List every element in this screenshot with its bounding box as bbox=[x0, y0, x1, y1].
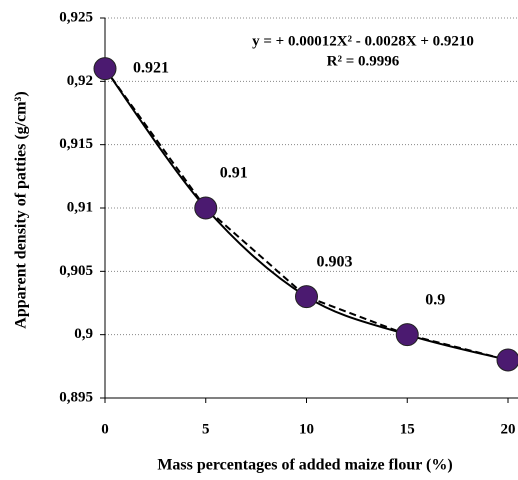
data-point bbox=[194, 196, 218, 220]
r-squared: R² = 0.9996 bbox=[327, 53, 400, 69]
y-tick-label: 0,92 bbox=[67, 73, 93, 89]
x-tick-label: 0 bbox=[101, 421, 109, 437]
x-tick-label: 5 bbox=[202, 421, 210, 437]
y-tick-label: 0,895 bbox=[59, 389, 93, 405]
data-line bbox=[104, 68, 509, 361]
x-tick-label: 20 bbox=[501, 421, 516, 437]
data-label: 0.921 bbox=[133, 59, 169, 76]
data-label: 0.903 bbox=[317, 253, 353, 270]
data-point bbox=[93, 57, 117, 81]
trend-line bbox=[104, 68, 509, 361]
data-point bbox=[395, 323, 419, 347]
x-axis-label: Mass percentages of added maize flour (%… bbox=[157, 457, 452, 474]
data-point bbox=[496, 348, 518, 372]
y-axis-label: Apparent density of patties (g/cm³) bbox=[13, 91, 30, 328]
y-tick-label: 0,915 bbox=[59, 136, 93, 152]
x-tick-label: 10 bbox=[299, 421, 314, 437]
equation: y = + 0.00012X² - 0.0028X + 0.9210 bbox=[252, 33, 474, 49]
y-tick-label: 0,925 bbox=[59, 9, 93, 25]
y-tick-label: 0,91 bbox=[67, 199, 93, 215]
data-point bbox=[295, 285, 318, 309]
y-tick-label: 0,9 bbox=[74, 326, 93, 342]
x-tick-label: 15 bbox=[400, 421, 415, 437]
data-label: 0.9 bbox=[425, 291, 445, 308]
data-label: 0.91 bbox=[220, 165, 248, 182]
y-tick-label: 0,905 bbox=[59, 263, 93, 279]
